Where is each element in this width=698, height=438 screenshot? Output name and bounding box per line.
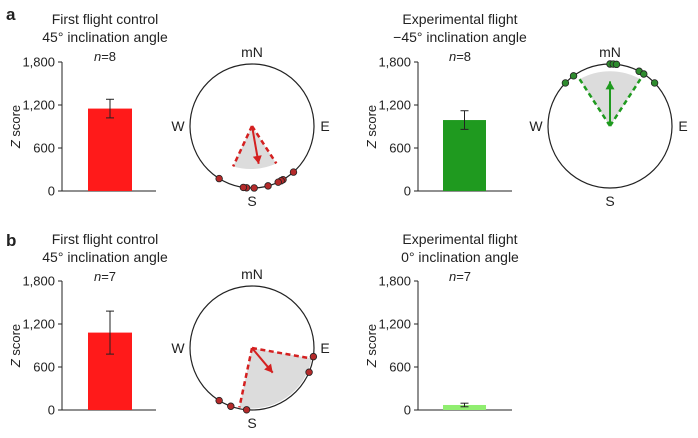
heading-point — [640, 70, 648, 78]
label-west: W — [171, 118, 185, 134]
mean-vector-head — [264, 363, 273, 373]
y-axis-label: Z score — [364, 105, 379, 149]
y-tick-label: 1,800 — [378, 55, 411, 70]
y-tick-label: 1,800 — [378, 274, 411, 289]
sample-size-label: n=8 — [94, 49, 116, 64]
label-north: mN — [241, 44, 263, 60]
confidence-edge — [250, 125, 278, 165]
y-tick-label: 1,800 — [22, 274, 55, 289]
heading-point — [650, 79, 659, 87]
heading-point — [215, 396, 223, 405]
label-east: E — [320, 118, 329, 134]
circular-plot-1: mN W E S — [171, 44, 329, 209]
heading-point — [309, 352, 318, 361]
mean-vector-head — [252, 155, 262, 164]
label-south: S — [247, 415, 256, 431]
confidence-edge — [578, 78, 612, 127]
y-tick-label: 1,200 — [22, 317, 55, 332]
heading-point — [239, 183, 248, 192]
sample-size-label: n=7 — [449, 269, 471, 284]
y-tick-label: 600 — [389, 141, 411, 156]
y-tick-label: 0 — [48, 184, 55, 199]
label-north: mN — [241, 266, 263, 282]
label-south: S — [247, 193, 256, 209]
y-tick-label: 0 — [404, 403, 411, 418]
circular-plot-3: mN W E S — [529, 44, 687, 209]
y-tick-label: 1,800 — [22, 55, 55, 70]
sample-size-label: n=7 — [94, 269, 116, 284]
label-east: E — [320, 340, 329, 356]
sample-size-label: n=8 — [449, 49, 471, 64]
chart-subtitle: 0° inclination angle — [401, 249, 519, 265]
bar — [443, 120, 486, 191]
label-west: W — [529, 118, 543, 134]
confidence-edge — [232, 125, 254, 167]
bar — [88, 108, 132, 191]
heading-point — [215, 174, 223, 183]
chart-title: Experimental flight — [402, 11, 517, 27]
circular-plot-5: mN W E S — [171, 266, 329, 431]
chart-title: First flight control — [52, 231, 159, 247]
panel-label-b: b — [6, 231, 16, 250]
confidence-sector — [233, 126, 277, 169]
compass-circle — [189, 285, 315, 411]
bar-chart-4: First flight control 45° inclination angl… — [8, 231, 168, 418]
y-tick-label: 600 — [389, 360, 411, 375]
y-axis-label: Z score — [364, 324, 379, 368]
heading-point — [289, 168, 298, 176]
confidence-edge — [608, 78, 642, 127]
confidence-sector — [239, 348, 312, 409]
chart-title: First flight control — [52, 11, 159, 27]
confidence-edge — [238, 347, 254, 408]
y-tick-label: 1,200 — [378, 98, 411, 113]
y-tick-label: 0 — [48, 403, 55, 418]
label-east: E — [678, 118, 687, 134]
label-north: mN — [599, 44, 621, 60]
heading-point — [242, 406, 251, 414]
heading-point — [264, 182, 272, 190]
heading-point — [612, 60, 621, 69]
heading-point — [561, 79, 570, 87]
chart-subtitle: 45° inclination angle — [42, 29, 168, 45]
chart-subtitle: −45° inclination angle — [393, 29, 527, 45]
y-axis-label: Z score — [8, 105, 23, 149]
y-tick-label: 0 — [404, 184, 411, 199]
bar-chart-2: Experimental flight −45° inclination angl… — [364, 11, 527, 199]
mean-vector-head — [605, 81, 615, 90]
y-tick-label: 600 — [33, 141, 55, 156]
label-south: S — [605, 193, 614, 209]
heading-point — [569, 72, 578, 80]
y-tick-label: 1,200 — [378, 317, 411, 332]
confidence-edge — [251, 346, 313, 360]
heading-point — [250, 184, 258, 192]
panel-label-a: a — [6, 5, 16, 24]
y-axis-label: Z score — [8, 324, 23, 368]
bar — [443, 404, 486, 410]
heading-point — [227, 402, 235, 410]
chart-title: Experimental flight — [402, 231, 517, 247]
heading-point — [305, 368, 313, 376]
bar-chart-0: First flight control 45° inclination angl… — [8, 11, 168, 199]
heading-point — [274, 178, 282, 186]
chart-subtitle: 45° inclination angle — [42, 249, 168, 265]
bar-chart-6: Experimental flight 0° inclination angle n… — [364, 231, 519, 418]
y-tick-label: 1,200 — [22, 98, 55, 113]
label-west: W — [171, 340, 185, 356]
y-tick-label: 600 — [33, 360, 55, 375]
